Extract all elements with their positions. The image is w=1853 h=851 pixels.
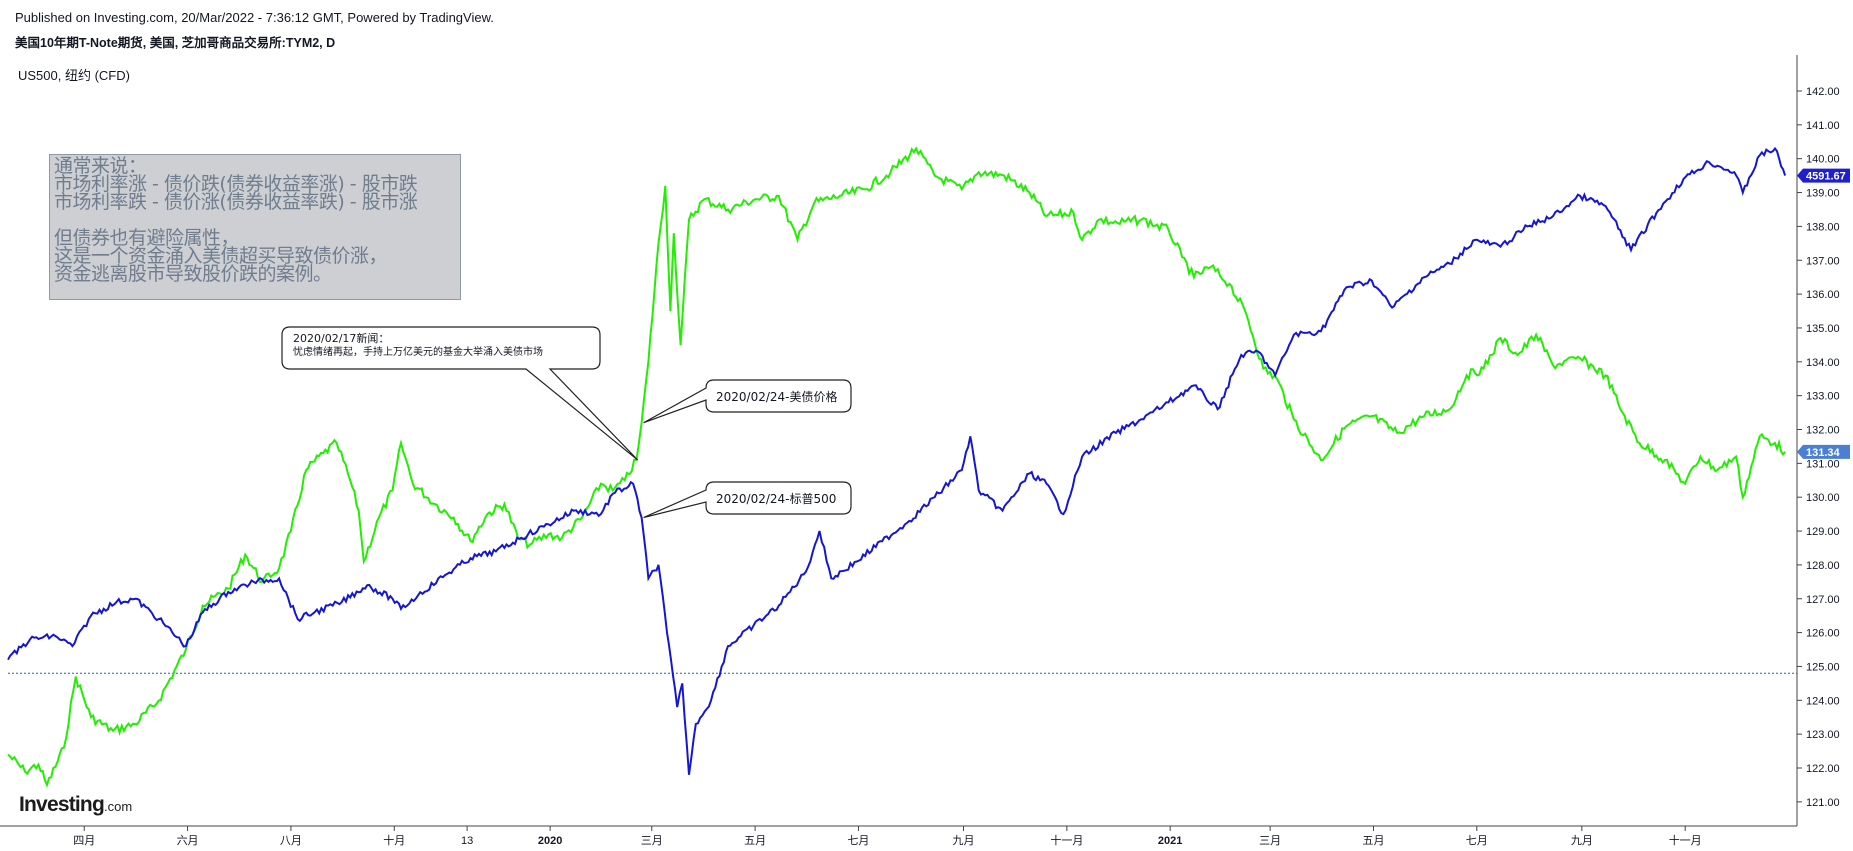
- y-tick-label: 129.00: [1806, 526, 1840, 538]
- x-tick-label: 九月: [952, 834, 974, 847]
- x-tick-label: 十一月: [1669, 833, 1702, 847]
- y-axis: 121.00 122.00 123.00 124.00 125.00 126.00 127.…: [0, 55, 1840, 827]
- y-tick-label: 142.00: [1806, 86, 1840, 98]
- y-tick-label: 136.00: [1806, 289, 1840, 301]
- x-tick-label: 六月: [177, 834, 199, 847]
- last-value-badges: 4591.67 131.34: [1797, 168, 1850, 459]
- bond-last-value-badge-text: 131.34: [1806, 447, 1841, 459]
- stock-index-line: [7, 146, 1787, 775]
- y-tick-label: 141.00: [1806, 120, 1840, 132]
- news-callout-bubble: [281, 326, 639, 461]
- logo-main: Investing: [19, 793, 105, 816]
- bond-callout-bubble: [643, 379, 852, 424]
- note-line: 这是一个资金涌入美债超买导致债价涨，: [54, 245, 388, 267]
- note-line: 但债券也有避险属性，: [54, 227, 240, 249]
- y-tick-label: 139.00: [1806, 188, 1840, 200]
- stock-callout-bubble: [643, 481, 852, 519]
- stock-callout-label: 2020/02/24-标普500: [716, 492, 836, 506]
- y-tick-label: 121.00: [1806, 797, 1840, 809]
- x-tick-label: 九月: [1571, 834, 1593, 847]
- x-axis: 四月 六月 八月 十月 13 2020 三月 五月 七月 九月 十一月 2021 三月 五月 七月 九月 十一月: [73, 826, 1702, 847]
- x-tick-label: 三月: [1259, 835, 1281, 847]
- x-tick-label: 三月: [641, 835, 663, 847]
- stock-last-value-badge-text: 4591.67: [1806, 171, 1846, 183]
- y-tick-label: 140.00: [1806, 154, 1840, 166]
- note-line: 资金逃离股市导致股价跌的案例。: [54, 263, 332, 285]
- x-tick-label: 八月: [280, 835, 302, 847]
- x-tick-label: 2021: [1158, 835, 1182, 847]
- y-tick-label: 123.00: [1806, 729, 1840, 741]
- news-callout-text: 忧虑情绪再起，手持上万亿美元的基金大举涌入美债市场: [293, 345, 543, 358]
- note-line: 市场利率涨 - 债价跌(债券收益率涨) - 股市跌: [54, 173, 418, 195]
- y-tick-label: 122.00: [1806, 763, 1840, 775]
- bond-callout-label: 2020/02/24-美债价格: [716, 389, 838, 404]
- y-tick-label: 133.00: [1806, 391, 1840, 403]
- overlay-symbol-label: US500, 纽约 (CFD): [18, 68, 130, 83]
- y-tick-label: 125.00: [1806, 661, 1840, 673]
- y-tick-label: 127.00: [1806, 594, 1840, 606]
- news-callout-date: 2020/02/17新闻：: [293, 331, 389, 345]
- y-tick-label: 132.00: [1806, 425, 1840, 437]
- y-tick-label: 126.00: [1806, 628, 1840, 640]
- bond-price-line: [7, 146, 1786, 788]
- x-tick-label: 七月: [847, 834, 869, 847]
- investing-logo[interactable]: Investing.com: [19, 793, 132, 817]
- note-box: 通常来说： 市场利率涨 - 债价跌(债券收益率涨) - 股市跌 市场利率跌 - …: [49, 154, 461, 300]
- logo-suffix: .com: [103, 799, 133, 814]
- x-tick-label: 五月: [1362, 835, 1384, 847]
- callouts: 2020/02/17新闻：忧虑情绪再起，手持上万亿美元的基金大举涌入美债市场 20…: [281, 326, 852, 519]
- y-tick-label: 128.00: [1806, 560, 1840, 572]
- y-tick-label: 130.00: [1806, 492, 1840, 504]
- x-tick-label: 四月: [73, 835, 95, 847]
- published-info: Published on Investing.com, 20/Mar/2022 …: [15, 10, 494, 25]
- instrument-title: 美国10年期T-Note期货, 美国, 芝加哥商品交易所:TYM2, D: [15, 36, 336, 50]
- note-line: 通常来说：: [54, 155, 147, 177]
- y-tick-label: 134.00: [1806, 357, 1840, 369]
- x-tick-label: 十月: [383, 833, 405, 847]
- x-tick-label: 2020: [538, 835, 562, 847]
- y-tick-label: 138.00: [1806, 221, 1840, 233]
- note-line: 市场利率跌 - 债价涨(债券收益率跌) - 股市涨: [54, 191, 418, 213]
- y-tick-label: 137.00: [1806, 255, 1840, 267]
- y-tick-label: 131.00: [1806, 458, 1840, 470]
- x-tick-label: 五月: [744, 835, 766, 847]
- y-tick-label: 135.00: [1806, 323, 1840, 335]
- stock-last-value-badge-bg: [1797, 168, 1850, 183]
- x-tick-label: 13: [461, 835, 473, 847]
- bond-last-value-badge-bg: [1797, 444, 1850, 459]
- y-tick-label: 124.00: [1806, 695, 1840, 707]
- x-tick-label: 七月: [1466, 834, 1488, 847]
- x-tick-label: 十一月: [1050, 833, 1083, 847]
